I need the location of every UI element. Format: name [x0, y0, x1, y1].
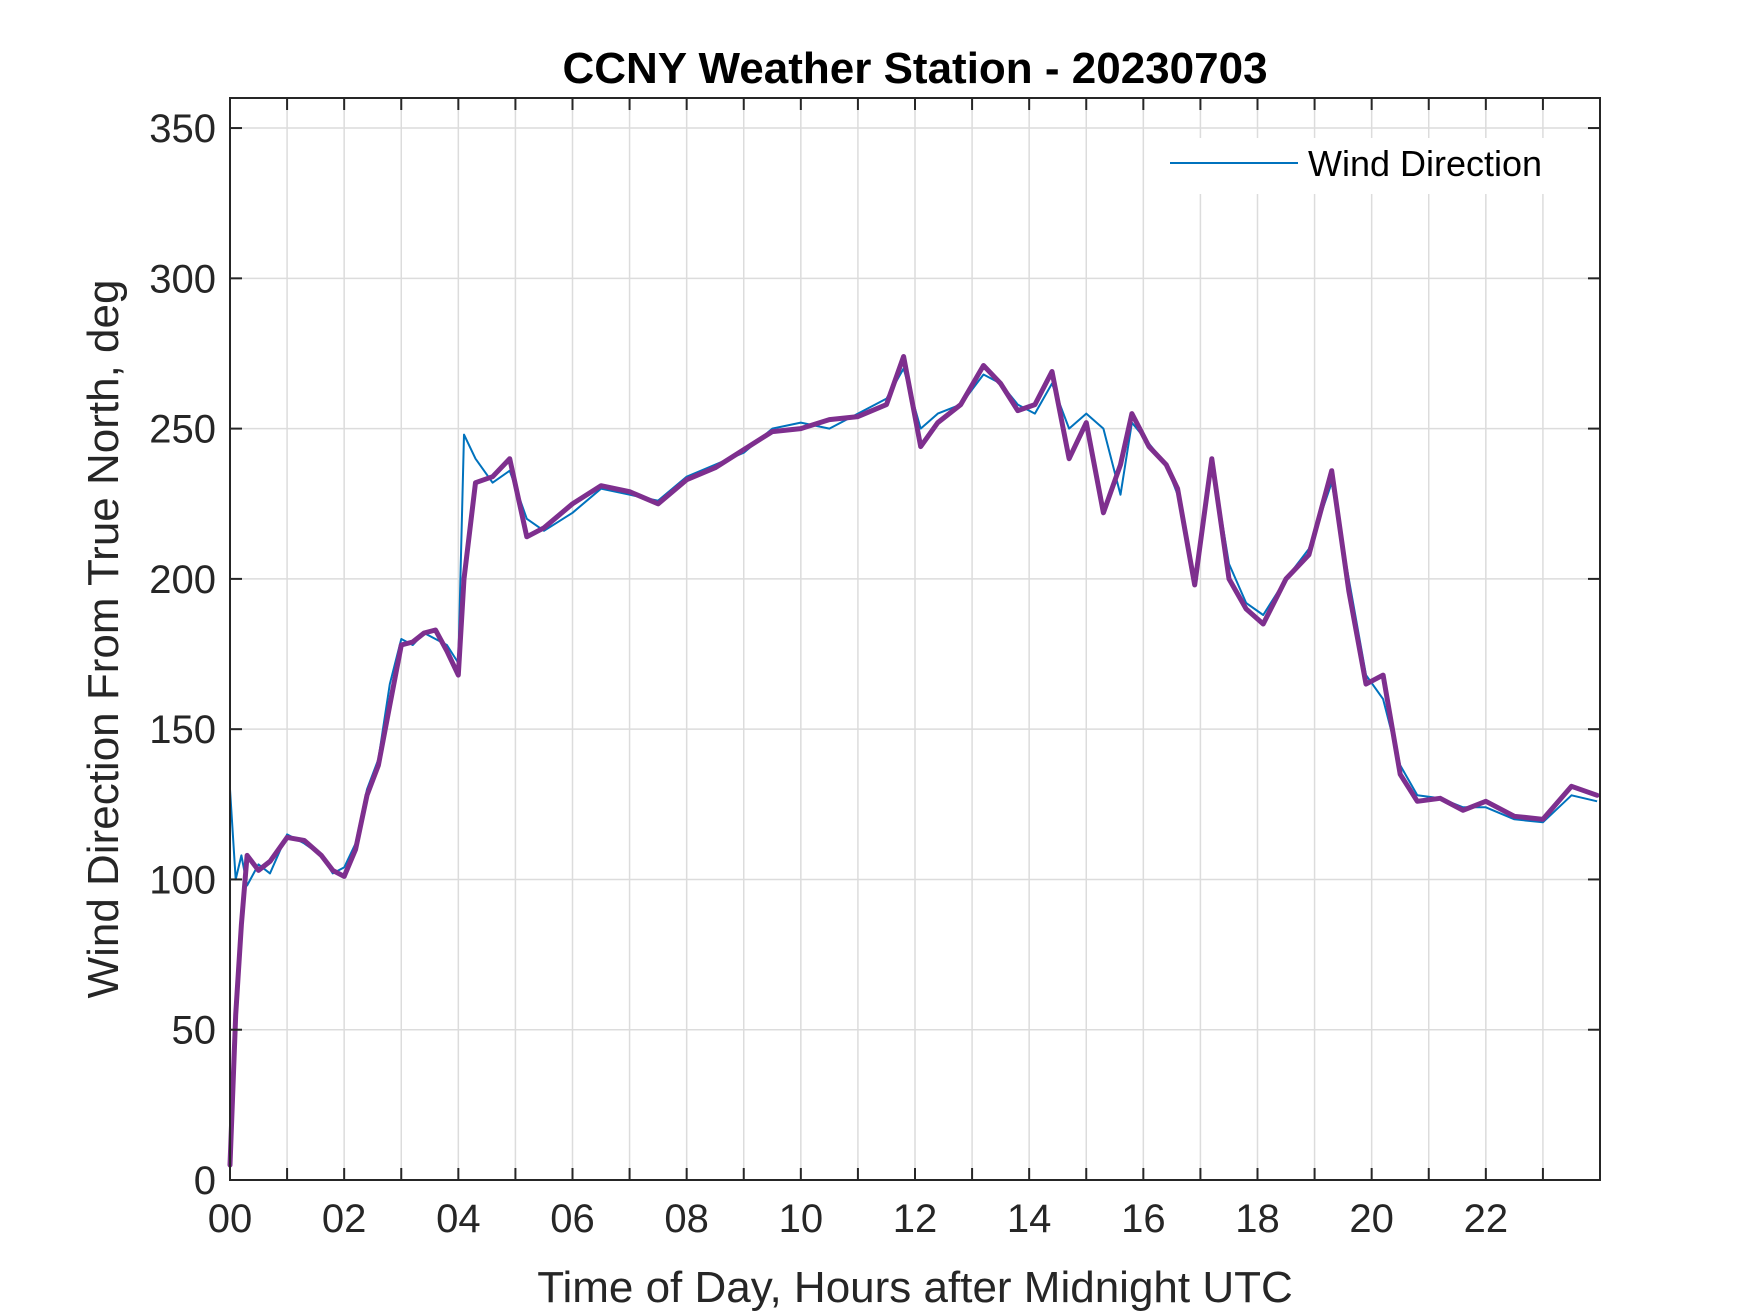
ticks [229, 98, 1601, 1181]
legend: Wind Direction [1160, 138, 1580, 194]
y-tick-label: 350 [149, 107, 216, 151]
legend-label: Wind Direction [1308, 143, 1542, 184]
x-tick-label: 04 [436, 1197, 481, 1241]
x-tick-label: 14 [1007, 1197, 1052, 1241]
y-tick-label: 0 [194, 1159, 216, 1203]
y-tick-label: 300 [149, 257, 216, 301]
y-tick-label: 100 [149, 858, 216, 902]
x-tick-label: 22 [1464, 1197, 1509, 1241]
x-tick-label: 16 [1121, 1197, 1166, 1241]
x-tick-labels: 00 02 04 06 08 10 12 14 16 18 20 22 [208, 1197, 1508, 1241]
legend-box [1160, 138, 1580, 194]
x-tick-label: 02 [322, 1197, 367, 1241]
y-tick-label: 150 [149, 708, 216, 752]
y-tick-label: 200 [149, 558, 216, 602]
x-axis-title: Time of Day, Hours after Midnight UTC [537, 1263, 1293, 1312]
x-tick-label: 06 [550, 1197, 595, 1241]
y-axis-title: Wind Direction From True North, deg [79, 280, 128, 999]
y-tick-label: 50 [172, 1009, 217, 1053]
x-tick-label: 20 [1349, 1197, 1394, 1241]
moving-average-series-line [227, 354, 1600, 1168]
y-tick-labels: 0 50 100 150 200 250 300 350 [149, 107, 216, 1203]
x-tick-label: 08 [664, 1197, 709, 1241]
chart-title: CCNY Weather Station - 20230703 [562, 44, 1267, 93]
x-tick-label: 18 [1235, 1197, 1280, 1241]
series-group [227, 354, 1600, 1168]
x-tick-label: 10 [779, 1197, 824, 1241]
x-tick-label: 12 [893, 1197, 938, 1241]
x-tick-label: 00 [208, 1197, 253, 1241]
y-tick-label: 250 [149, 408, 216, 452]
